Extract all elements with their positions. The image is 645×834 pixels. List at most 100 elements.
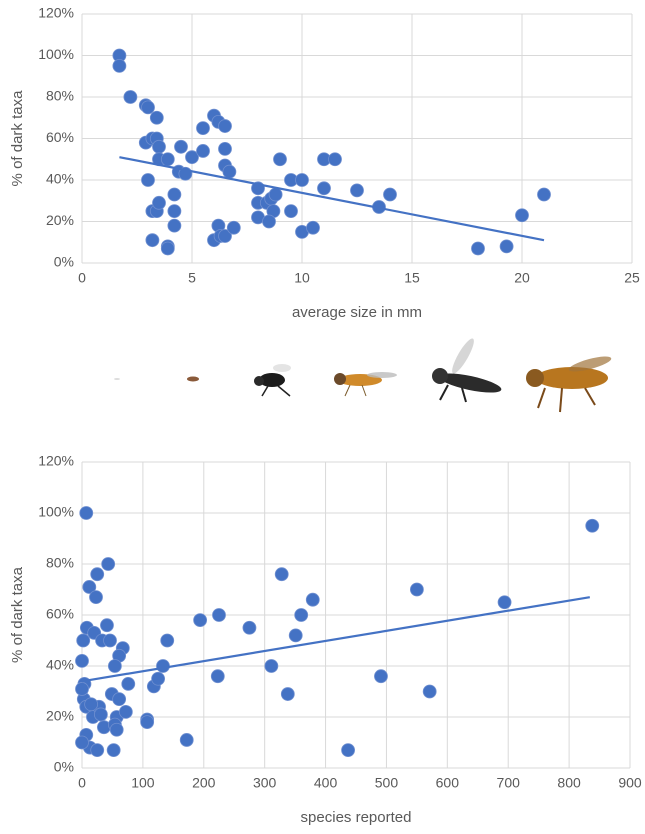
point	[110, 723, 123, 736]
y-tick-label: 40%	[46, 171, 74, 187]
point	[281, 688, 294, 701]
point	[374, 670, 387, 683]
point	[306, 593, 319, 606]
point	[586, 519, 599, 532]
point	[275, 568, 288, 581]
point	[102, 558, 115, 571]
point	[90, 591, 103, 604]
point	[175, 140, 188, 153]
point	[91, 568, 104, 581]
point	[85, 698, 98, 711]
x-tick-label: 20	[514, 270, 530, 286]
point	[100, 619, 113, 632]
point	[329, 153, 342, 166]
y-tick-label: 20%	[46, 212, 74, 228]
x-tick-label: 100	[131, 775, 155, 791]
y-tick-label: 0%	[54, 759, 74, 775]
figure: 0%20%40%60%80%100%120%0510152025average …	[0, 0, 645, 829]
point	[142, 101, 155, 114]
x-tick-label: 700	[497, 775, 521, 791]
insect-images	[114, 336, 613, 412]
point	[152, 672, 165, 685]
point	[107, 744, 120, 757]
point	[295, 609, 308, 622]
point	[219, 120, 232, 133]
point	[197, 122, 210, 135]
x-axis-title: species reported	[301, 809, 412, 826]
point	[156, 660, 169, 673]
insect-wasp-fly	[526, 353, 613, 412]
x-tick-label: 900	[618, 775, 642, 791]
point	[122, 677, 135, 690]
point	[113, 59, 126, 72]
x-tick-label: 10	[294, 270, 310, 286]
point	[269, 188, 282, 201]
insect-small	[187, 377, 199, 382]
x-tick-label: 0	[78, 775, 86, 791]
y-tick-label: 80%	[46, 555, 74, 571]
point	[124, 91, 137, 104]
point	[113, 693, 126, 706]
point	[500, 240, 513, 253]
point	[76, 682, 89, 695]
point	[498, 596, 511, 609]
point	[285, 205, 298, 218]
x-tick-label: 400	[314, 775, 338, 791]
point	[119, 705, 132, 718]
y-tick-label: 60%	[46, 129, 74, 145]
point	[161, 634, 174, 647]
point	[168, 188, 181, 201]
y-tick-label: 120%	[38, 5, 74, 21]
y-tick-label: 60%	[46, 606, 74, 622]
y-tick-label: 120%	[38, 453, 74, 469]
point	[150, 111, 163, 124]
point	[161, 242, 174, 255]
point	[104, 634, 117, 647]
y-tick-label: 80%	[46, 88, 74, 104]
x-tick-label: 500	[375, 775, 399, 791]
point	[296, 174, 309, 187]
point	[76, 736, 89, 749]
point	[516, 209, 529, 222]
point	[77, 634, 90, 647]
point	[211, 670, 224, 683]
y-tick-label: 0%	[54, 254, 74, 270]
y-axis-title: % of dark taxa	[9, 566, 26, 663]
point	[76, 654, 89, 667]
point	[80, 507, 93, 520]
point	[219, 142, 232, 155]
point	[274, 153, 287, 166]
point	[108, 660, 121, 673]
trendline	[82, 597, 590, 681]
point	[223, 165, 236, 178]
insect-robberfly	[432, 336, 503, 402]
y-axis-title: % of dark taxa	[9, 90, 26, 187]
point	[410, 583, 423, 596]
point	[142, 174, 155, 187]
point	[318, 182, 331, 195]
x-tick-label: 25	[624, 270, 640, 286]
y-tick-label: 100%	[38, 504, 74, 520]
point	[538, 188, 551, 201]
insect-tiny	[114, 378, 120, 380]
point	[94, 708, 107, 721]
point	[423, 685, 436, 698]
x-tick-label: 600	[436, 775, 460, 791]
point	[153, 140, 166, 153]
point	[146, 234, 159, 247]
x-tick-label: 0	[78, 270, 86, 286]
x-tick-label: 200	[192, 775, 216, 791]
point	[141, 716, 154, 729]
point	[168, 219, 181, 232]
point	[289, 629, 302, 642]
insect-hoverfly	[334, 372, 397, 396]
point	[168, 205, 181, 218]
point	[91, 744, 104, 757]
point	[197, 144, 210, 157]
x-tick-label: 800	[557, 775, 581, 791]
point	[227, 221, 240, 234]
point	[180, 733, 193, 746]
point	[351, 184, 364, 197]
insect-fly	[254, 364, 291, 396]
x-tick-label: 300	[253, 775, 277, 791]
